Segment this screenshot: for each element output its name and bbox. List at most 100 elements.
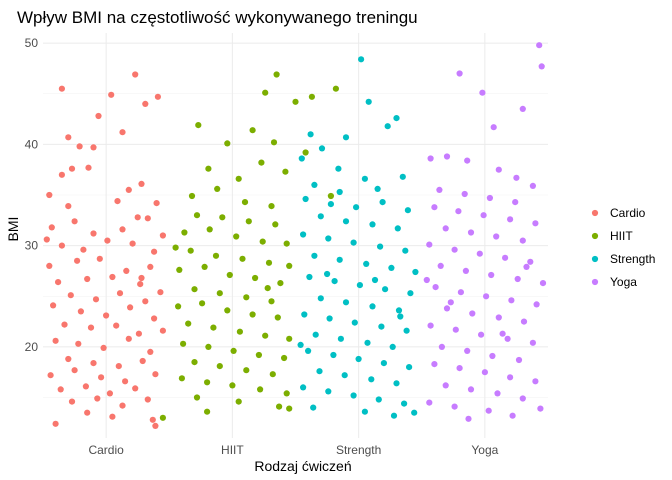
- data-point-cardio: [159, 327, 166, 334]
- data-point-hiit: [286, 335, 293, 342]
- data-point-cardio: [71, 367, 78, 374]
- data-point-hiit: [272, 221, 279, 228]
- legend-key-yoga: [591, 278, 599, 286]
- data-point-cardio: [132, 71, 139, 78]
- data-point-strength: [402, 247, 409, 254]
- data-point-yoga: [519, 105, 526, 112]
- data-point-hiit: [259, 238, 266, 245]
- data-point-yoga: [495, 314, 502, 321]
- x-tick-label: Yoga: [471, 443, 498, 457]
- data-point-yoga: [536, 42, 543, 49]
- data-point-hiit: [193, 394, 201, 401]
- data-point-cardio: [52, 337, 59, 344]
- data-point-hiit: [204, 379, 211, 386]
- legend-key-cardio: [591, 209, 599, 217]
- data-point-cardio: [152, 371, 159, 378]
- data-point-cardio: [135, 330, 142, 337]
- data-point-yoga: [490, 124, 497, 131]
- data-point-yoga: [519, 237, 526, 244]
- data-point-cardio: [142, 100, 149, 107]
- data-point-cardio: [109, 413, 116, 420]
- data-point-strength: [404, 207, 411, 214]
- data-point-strength: [401, 400, 408, 407]
- data-point-cardio: [125, 186, 132, 193]
- data-point-strength: [342, 218, 350, 225]
- data-point-cardio: [46, 191, 53, 199]
- data-point-hiit: [264, 285, 271, 292]
- data-point-cardio: [94, 395, 101, 402]
- data-point-cardio: [103, 312, 110, 319]
- data-point-strength: [302, 195, 309, 203]
- data-point-yoga: [451, 246, 458, 253]
- data-point-cardio: [151, 248, 158, 255]
- data-point-strength: [375, 396, 382, 403]
- data-point-cardio: [122, 378, 129, 385]
- data-point-hiit: [262, 89, 269, 96]
- data-point-strength: [325, 388, 332, 395]
- data-point-strength: [364, 339, 371, 346]
- data-point-hiit: [175, 303, 182, 310]
- data-point-cardio: [57, 386, 64, 393]
- data-point-hiit: [241, 199, 249, 206]
- data-point-yoga: [520, 318, 528, 325]
- data-point-hiit: [224, 140, 231, 147]
- data-point-yoga: [532, 378, 539, 385]
- data-point-cardio: [43, 236, 50, 243]
- data-point-strength: [380, 360, 387, 367]
- data-point-cardio: [50, 302, 57, 309]
- data-point-hiit: [185, 320, 192, 327]
- data-point-strength: [393, 380, 400, 387]
- data-point-hiit: [332, 85, 339, 92]
- data-point-strength: [306, 273, 313, 281]
- data-point-cardio: [58, 85, 65, 92]
- data-point-yoga: [431, 361, 438, 368]
- data-point-hiit: [268, 203, 275, 210]
- data-point-hiit: [201, 263, 208, 270]
- data-point-hiit: [216, 290, 223, 297]
- data-point-cardio: [151, 315, 158, 322]
- legend-label: Strength: [610, 252, 655, 266]
- data-point-strength: [378, 323, 385, 330]
- data-point-yoga: [438, 343, 445, 350]
- data-point-cardio: [113, 322, 120, 329]
- data-point-strength: [355, 355, 362, 363]
- y-tick-label: 40: [25, 137, 39, 151]
- data-point-hiit: [159, 414, 166, 421]
- data-point-hiit: [226, 271, 233, 279]
- data-point-strength: [297, 341, 304, 348]
- data-point-strength: [341, 372, 348, 379]
- x-tick-label: Cardio: [88, 443, 124, 457]
- data-point-cardio: [144, 215, 151, 222]
- data-point-yoga: [529, 182, 537, 189]
- data-point-hiit: [269, 371, 276, 378]
- data-points: [43, 42, 547, 429]
- data-point-cardio: [132, 385, 139, 392]
- data-point-cardio: [134, 214, 141, 221]
- data-point-yoga: [426, 241, 433, 248]
- data-point-yoga: [467, 386, 475, 393]
- data-point-hiit: [187, 247, 194, 254]
- data-point-cardio: [154, 93, 161, 100]
- data-point-hiit: [206, 226, 213, 233]
- data-point-hiit: [233, 233, 240, 240]
- data-point-strength: [407, 290, 414, 297]
- data-point-strength: [371, 276, 379, 284]
- data-point-hiit: [249, 311, 256, 318]
- data-point-strength: [317, 213, 324, 220]
- data-point-hiit: [308, 93, 315, 100]
- data-point-hiit: [236, 328, 243, 335]
- x-axis-title: Rodzaj ćwiczeń: [254, 458, 351, 474]
- legend-label: Yoga: [610, 275, 637, 289]
- data-point-cardio: [92, 296, 100, 303]
- data-point-cardio: [147, 348, 154, 355]
- data-point-strength: [403, 327, 410, 334]
- data-point-strength: [325, 235, 332, 242]
- data-point-hiit: [199, 300, 206, 307]
- data-point-cardio: [67, 292, 74, 299]
- data-point-strength: [353, 204, 360, 211]
- data-point-cardio: [84, 409, 91, 416]
- data-point-hiit: [327, 192, 334, 200]
- data-point-yoga: [478, 331, 485, 338]
- data-point-strength: [406, 364, 413, 371]
